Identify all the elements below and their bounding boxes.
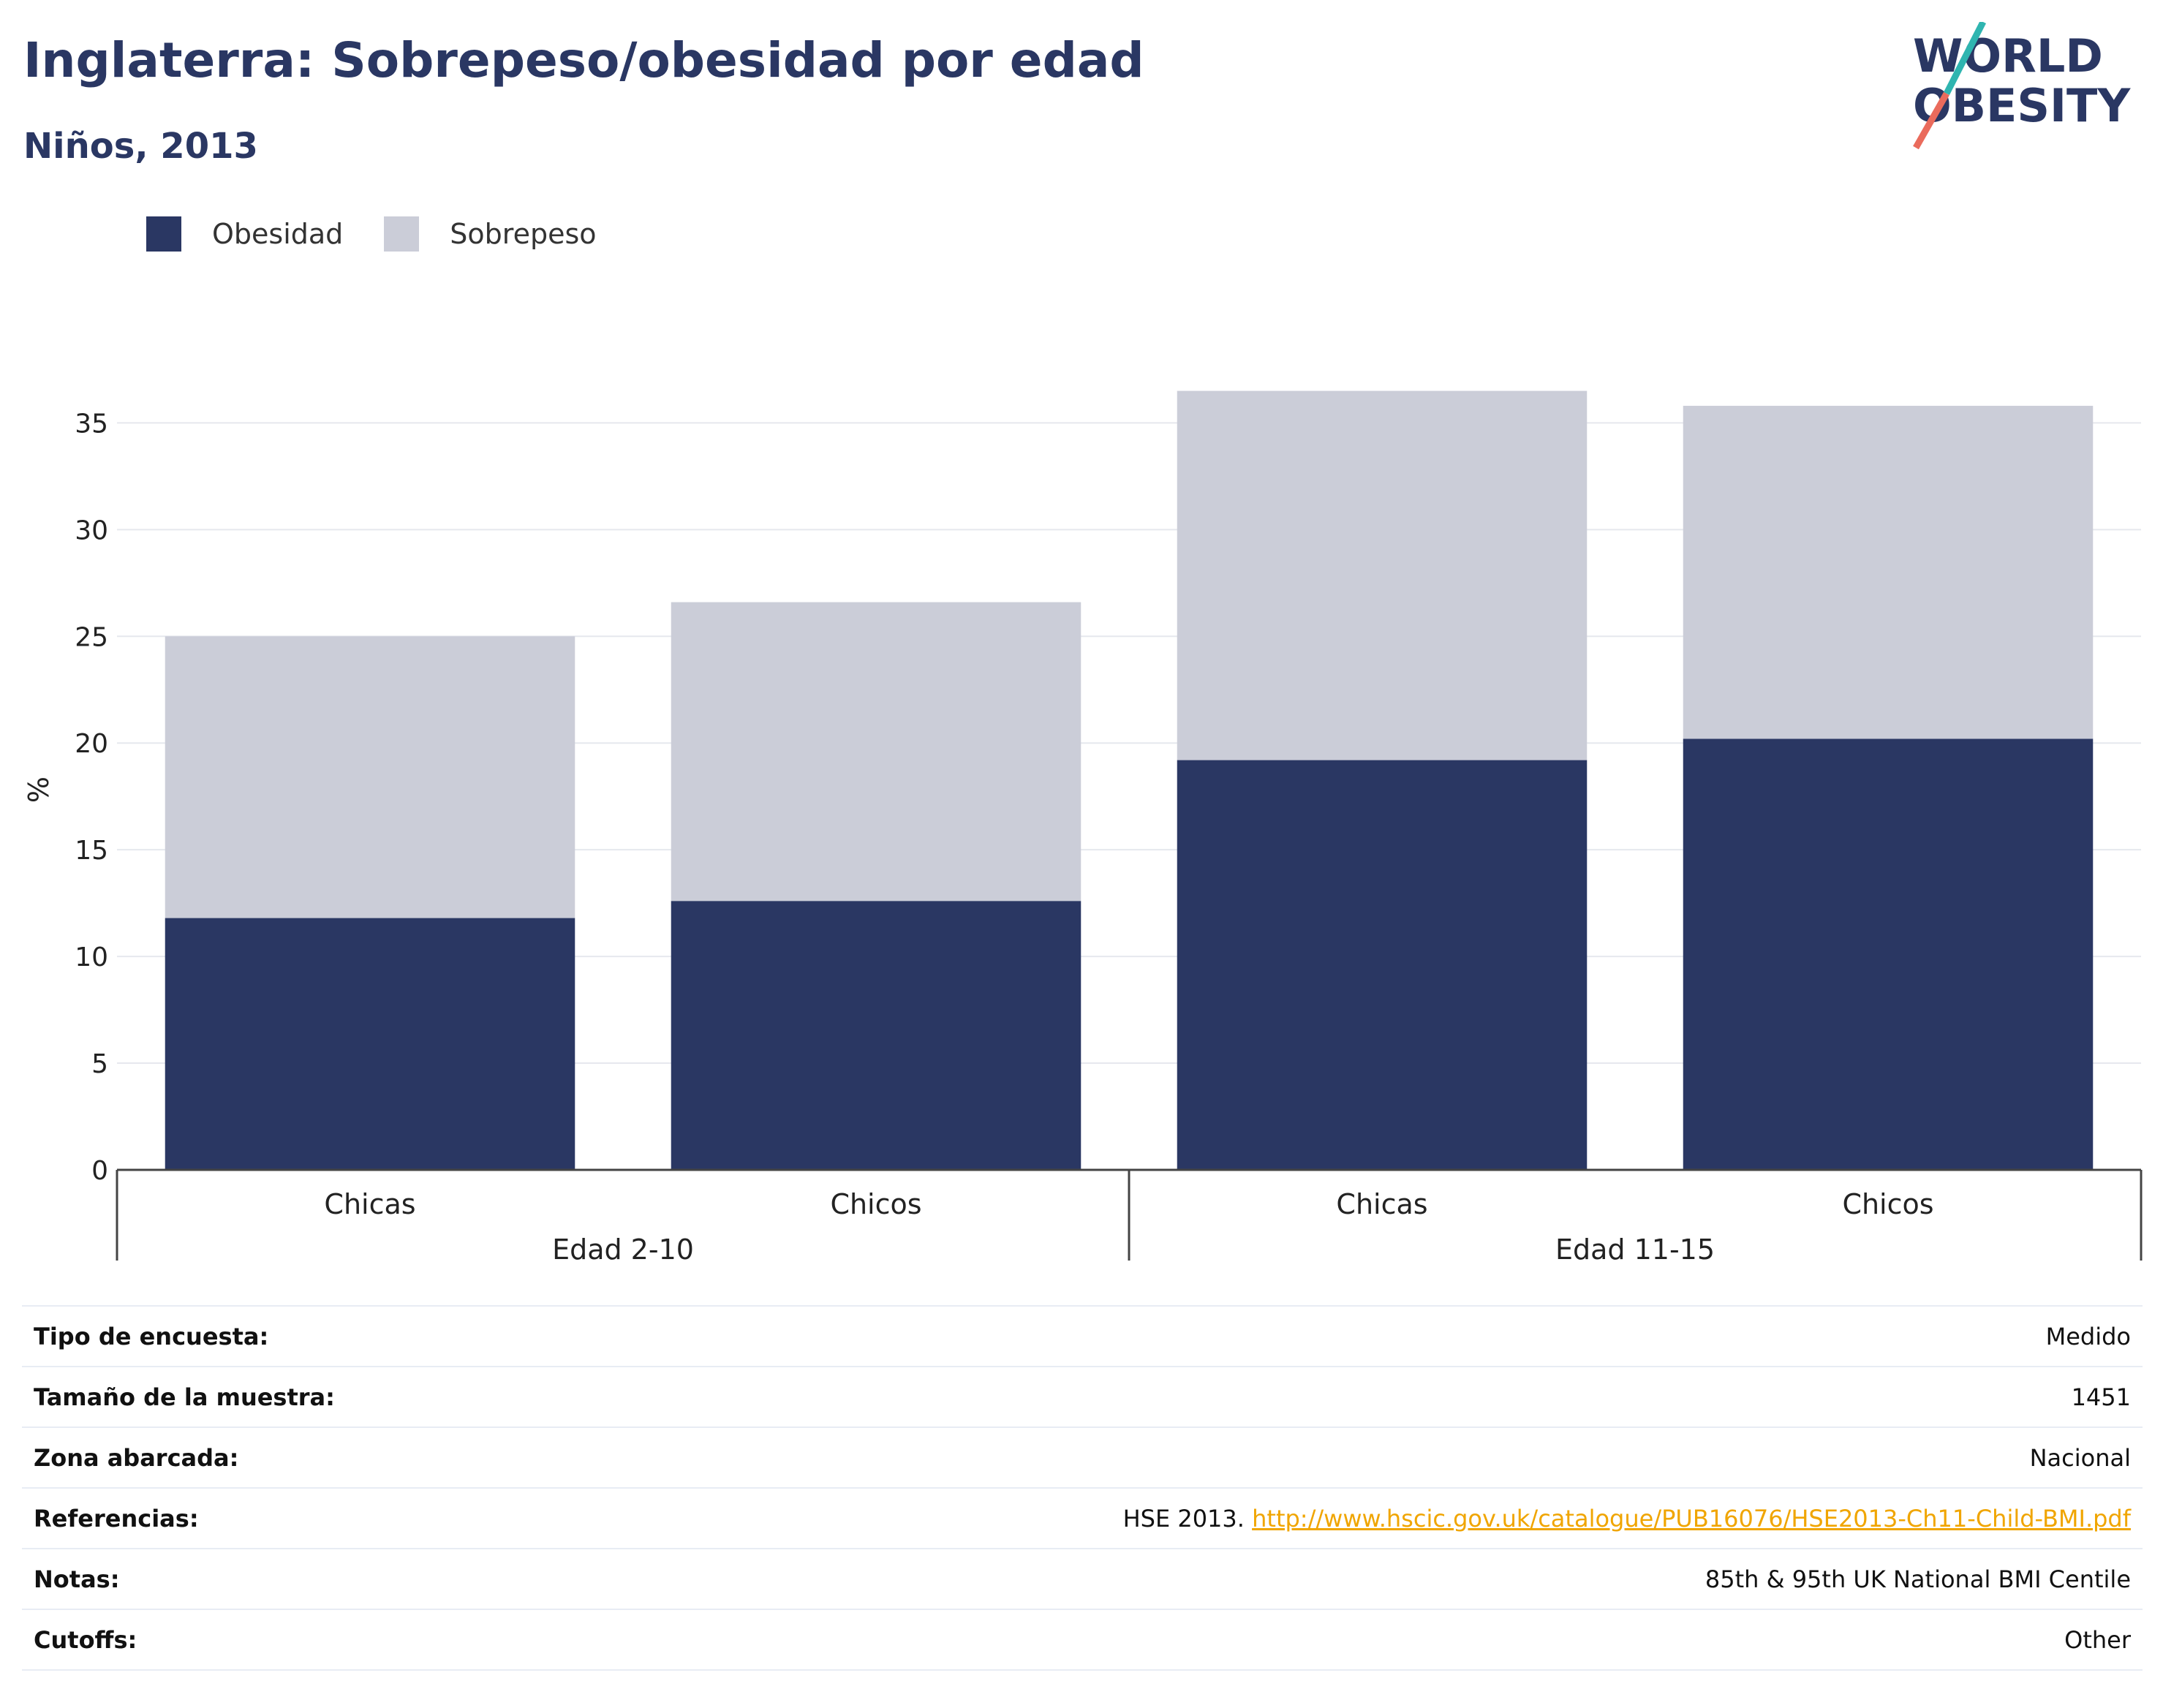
bar-obesity — [1683, 738, 2094, 1170]
chart-legend: Obesidad Sobrepeso — [146, 216, 638, 252]
legend-item-overweight[interactable]: Sobrepeso — [384, 216, 597, 252]
legend-label-overweight: Sobrepeso — [450, 218, 597, 250]
info-value-reference: HSE 2013. http://www.hscic.gov.uk/catalo… — [529, 1488, 2143, 1549]
y-tick-label: 5 — [91, 1049, 108, 1079]
world-obesity-logo[interactable]: WORLD OBESITY — [1901, 22, 2150, 154]
info-value: Medido — [2045, 1322, 2131, 1350]
bar-overweight — [1683, 406, 2094, 739]
legend-swatch-overweight — [384, 216, 420, 252]
y-tick-label: 35 — [75, 409, 108, 439]
y-tick-label: 15 — [75, 836, 108, 866]
info-value: 85th & 95th UK National BMI Centile — [1705, 1565, 2131, 1593]
bar-obesity — [671, 901, 1082, 1170]
stacked-bar-chart: 0 5 10 15 20 25 30 35% Chicas Chicos Chicas Chicos E… — [23, 390, 2143, 1266]
svg-text:WORLD: WORLD — [1913, 29, 2103, 83]
y-tick-label: 10 — [75, 942, 108, 972]
info-row-area: Zona abarcada: Nacional — [22, 1427, 2143, 1488]
bar-overweight — [671, 602, 1082, 902]
bar-overweight — [165, 636, 575, 918]
x-group-label: Edad 11-15 — [1555, 1233, 1715, 1266]
info-key: Notas: — [34, 1565, 120, 1593]
info-key: Zona abarcada: — [34, 1443, 239, 1472]
x-group-label: Edad 2-10 — [552, 1233, 694, 1266]
bar-overweight — [1177, 390, 1588, 760]
info-key: Tipo de encuesta: — [34, 1322, 269, 1350]
page-title: Inglaterra: Sobrepeso/obesidad por edad — [23, 32, 1144, 88]
x-tick-label: Chicas — [324, 1188, 415, 1220]
reference-link[interactable]: http://www.hscic.gov.uk/catalogue/PUB160… — [1252, 1504, 2131, 1533]
survey-info-table: Tipo de encuesta: Medido Tamaño de la mu… — [22, 1305, 2143, 1671]
x-tick-label: Chicos — [830, 1188, 921, 1220]
y-tick-label: 20 — [75, 729, 108, 759]
y-tick-label: 30 — [75, 515, 108, 545]
info-value: Nacional — [2029, 1443, 2131, 1472]
info-row-cutoffs: Cutoffs: Other — [22, 1609, 2143, 1670]
y-axis-label: % — [23, 776, 55, 803]
info-row-sample-size: Tamaño de la muestra: 1451 — [22, 1367, 2143, 1427]
x-tick-label: Chicas — [1336, 1188, 1427, 1220]
reference-text: HSE 2013. — [1122, 1504, 1245, 1533]
x-tick-label: Chicos — [1842, 1188, 1933, 1220]
info-key: Cutoffs: — [34, 1625, 137, 1654]
info-key: Referencias: — [34, 1504, 199, 1533]
bar-obesity — [1177, 760, 1588, 1170]
y-tick-label: 0 — [91, 1156, 108, 1186]
bar-obesity — [165, 918, 575, 1170]
info-row-survey-type: Tipo de encuesta: Medido — [22, 1306, 2143, 1367]
info-row-references: Referencias: HSE 2013. http://www.hscic.… — [22, 1488, 2143, 1549]
legend-swatch-obesity — [146, 216, 181, 252]
y-tick-label: 25 — [75, 622, 108, 652]
info-key: Tamaño de la muestra: — [34, 1383, 335, 1411]
info-row-notes: Notas: 85th & 95th UK National BMI Centi… — [22, 1549, 2143, 1609]
legend-label-obesity: Obesidad — [212, 218, 344, 250]
legend-item-obesity[interactable]: Obesidad — [146, 216, 343, 252]
page-subtitle: Niños, 2013 — [23, 126, 258, 167]
info-value: 1451 — [2071, 1383, 2131, 1411]
info-value: Other — [2064, 1625, 2131, 1654]
